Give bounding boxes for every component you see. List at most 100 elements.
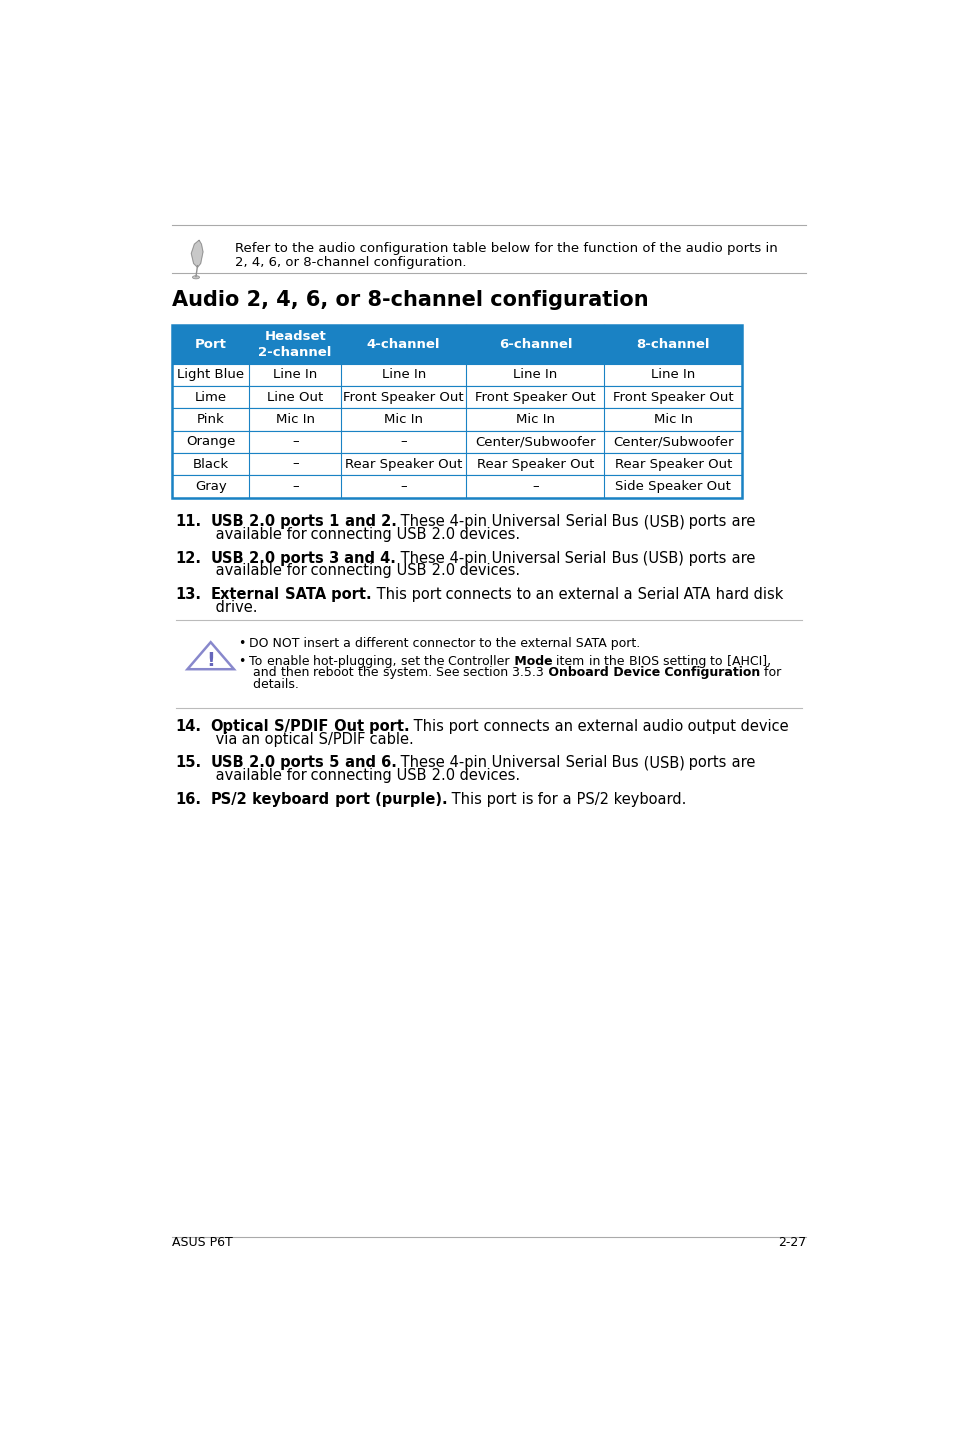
- Text: ports: ports: [683, 755, 726, 771]
- Text: and: and: [339, 755, 375, 771]
- Text: Serial: Serial: [559, 551, 606, 565]
- Text: keyboard.: keyboard.: [608, 792, 685, 807]
- Text: and: and: [339, 515, 375, 529]
- Text: ports: ports: [275, 755, 324, 771]
- Text: Refer to the audio configuration table below for the function of the audio ports: Refer to the audio configuration table b…: [235, 242, 778, 255]
- Text: for: for: [281, 564, 306, 578]
- Text: This: This: [447, 792, 481, 807]
- Text: 4-pin: 4-pin: [445, 755, 487, 771]
- Text: Bus: Bus: [606, 755, 638, 771]
- Text: 3.5.3: 3.5.3: [508, 666, 543, 679]
- Text: the: the: [599, 654, 624, 667]
- Text: –: –: [292, 436, 298, 449]
- Text: ports: ports: [275, 515, 324, 529]
- Text: available: available: [211, 768, 281, 784]
- Text: and: and: [249, 666, 276, 679]
- Text: Center/Subwoofer: Center/Subwoofer: [475, 436, 595, 449]
- Text: 16.: 16.: [174, 792, 201, 807]
- Text: connecting: connecting: [306, 564, 392, 578]
- Text: –: –: [292, 480, 298, 493]
- Text: and: and: [339, 551, 375, 565]
- Text: ports: ports: [275, 551, 324, 565]
- Text: drive.: drive.: [211, 600, 257, 614]
- Text: Device: Device: [608, 666, 659, 679]
- Text: port.: port.: [326, 587, 372, 603]
- Text: Audio 2, 4, 6, or 8-channel configuration: Audio 2, 4, 6, or 8-channel configuratio…: [172, 290, 648, 311]
- Text: Universal: Universal: [487, 515, 560, 529]
- Text: 2.0: 2.0: [426, 528, 455, 542]
- Text: (USB): (USB): [638, 755, 683, 771]
- Text: Line In: Line In: [273, 368, 317, 381]
- Text: (purple).: (purple).: [369, 792, 447, 807]
- Text: for: for: [281, 528, 306, 542]
- Text: –: –: [532, 480, 538, 493]
- Text: Controller: Controller: [444, 654, 509, 667]
- Text: device: device: [736, 719, 788, 735]
- Text: hard: hard: [710, 587, 748, 603]
- Text: Serial: Serial: [632, 587, 679, 603]
- Ellipse shape: [193, 276, 199, 279]
- Text: external: external: [554, 587, 618, 603]
- Text: ports: ports: [683, 515, 726, 529]
- Text: USB: USB: [211, 755, 244, 771]
- Text: are: are: [726, 755, 755, 771]
- Text: section: section: [458, 666, 508, 679]
- Text: USB: USB: [211, 515, 244, 529]
- Text: 6.: 6.: [375, 755, 396, 771]
- Text: Onboard: Onboard: [543, 666, 608, 679]
- Text: for: for: [533, 792, 558, 807]
- Text: DO NOT insert a different connector to the external SATA port.: DO NOT insert a different connector to t…: [249, 637, 640, 650]
- Text: output: output: [682, 719, 736, 735]
- Text: an: an: [531, 587, 554, 603]
- Text: Line In: Line In: [381, 368, 425, 381]
- Text: This: This: [409, 719, 444, 735]
- Text: 2-27: 2-27: [777, 1237, 805, 1250]
- Text: USB: USB: [392, 528, 426, 542]
- Text: !: !: [206, 651, 215, 670]
- Text: Line In: Line In: [651, 368, 695, 381]
- Text: port: port: [444, 719, 478, 735]
- Text: are: are: [726, 515, 755, 529]
- Text: then: then: [276, 666, 309, 679]
- Text: set: set: [396, 654, 419, 667]
- Text: 2.0: 2.0: [244, 755, 275, 771]
- Text: S/PDIF: S/PDIF: [314, 732, 365, 746]
- Text: external: external: [572, 719, 638, 735]
- Text: BIOS: BIOS: [624, 654, 658, 667]
- Polygon shape: [192, 240, 203, 267]
- Text: Front Speaker Out: Front Speaker Out: [613, 391, 733, 404]
- Text: Front Speaker Out: Front Speaker Out: [343, 391, 463, 404]
- Text: –: –: [292, 457, 298, 470]
- Text: •: •: [237, 654, 245, 667]
- Text: –: –: [400, 480, 407, 493]
- Text: 4-channel: 4-channel: [367, 338, 440, 351]
- Text: PS/2: PS/2: [211, 792, 247, 807]
- Text: SATA: SATA: [279, 587, 326, 603]
- Text: To: To: [249, 654, 262, 667]
- Text: 2, 4, 6, or 8-channel configuration.: 2, 4, 6, or 8-channel configuration.: [235, 256, 467, 269]
- Text: are: are: [726, 551, 754, 565]
- Text: port: port: [481, 792, 517, 807]
- Text: 2.0: 2.0: [426, 768, 455, 784]
- Bar: [172, 325, 741, 498]
- Bar: [172, 453, 741, 475]
- Bar: [172, 364, 741, 385]
- Text: •: •: [237, 637, 245, 650]
- Text: enable: enable: [262, 654, 309, 667]
- Text: 14.: 14.: [174, 719, 201, 735]
- Text: Side Speaker Out: Side Speaker Out: [615, 480, 731, 493]
- Text: Front Speaker Out: Front Speaker Out: [475, 391, 595, 404]
- Text: 12.: 12.: [174, 551, 201, 565]
- Text: See: See: [432, 666, 458, 679]
- Text: optical: optical: [260, 732, 314, 746]
- Text: 15.: 15.: [174, 755, 201, 771]
- Text: Optical: Optical: [211, 719, 269, 735]
- Text: a: a: [618, 587, 632, 603]
- Text: for: for: [760, 666, 781, 679]
- Text: ports: ports: [683, 551, 726, 565]
- Text: to: to: [705, 654, 721, 667]
- Text: details.: details.: [249, 677, 299, 690]
- Text: Light Blue: Light Blue: [177, 368, 244, 381]
- Bar: [172, 430, 741, 453]
- Text: Mic In: Mic In: [384, 413, 423, 426]
